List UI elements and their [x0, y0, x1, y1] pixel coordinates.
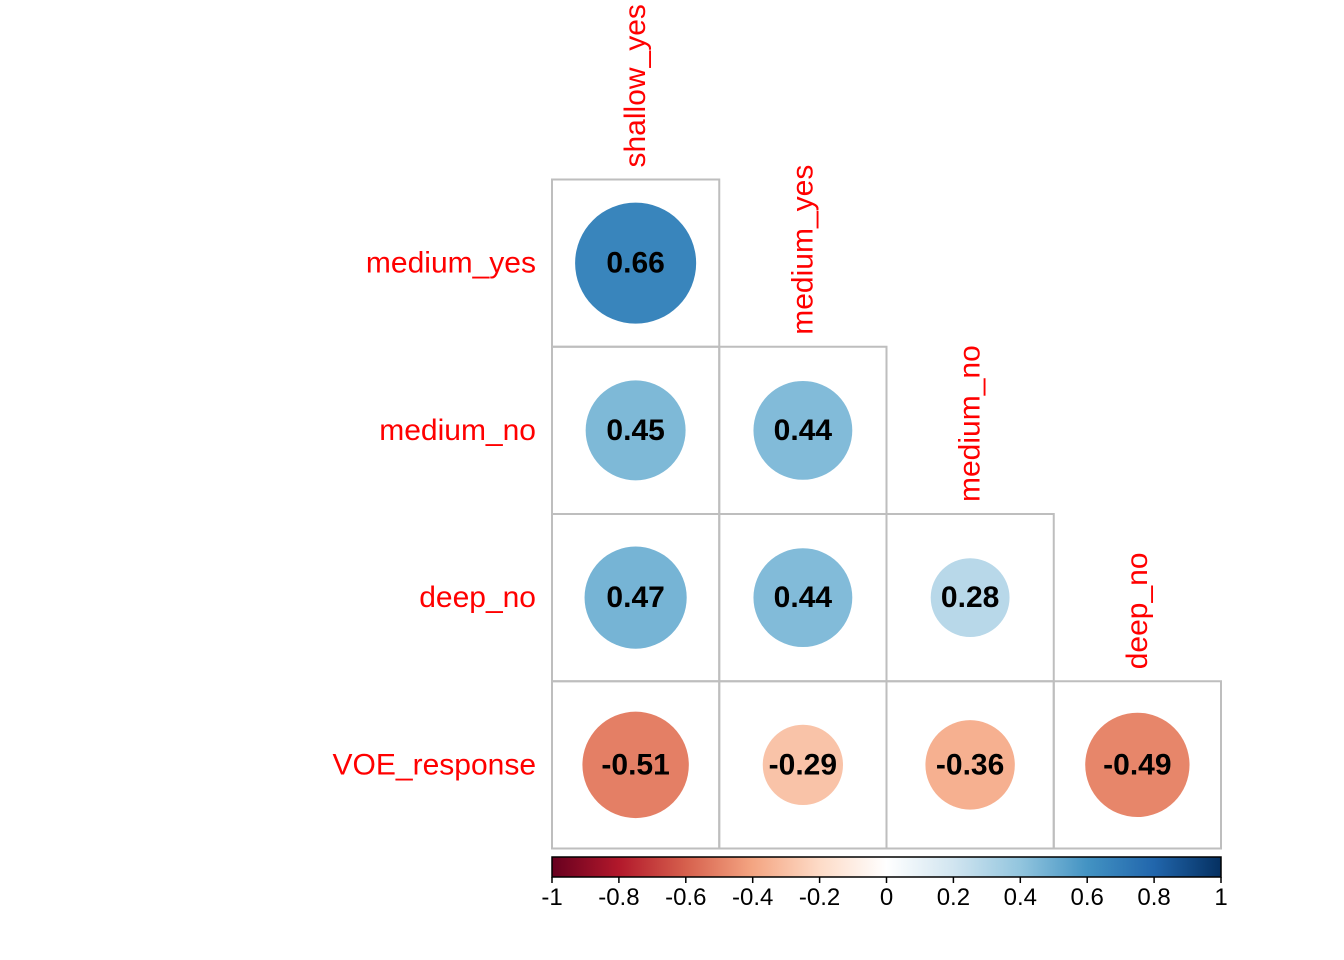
correlation-circle	[1085, 712, 1190, 818]
correlation-circle	[925, 720, 1015, 810]
correlation-circle	[582, 711, 689, 819]
correlation-value: -0.49	[1103, 748, 1171, 781]
legend-tick-label: -0.6	[665, 884, 706, 911]
correlation-circle	[753, 380, 853, 480]
correlation-circle	[762, 724, 843, 805]
legend-tick-label: -0.8	[598, 884, 639, 911]
correlation-circle	[585, 380, 686, 481]
legend-tick-label: -0.4	[732, 884, 773, 911]
correlation-circle	[930, 558, 1010, 638]
row-label: VOE_response	[333, 748, 536, 781]
row-label: medium_no	[379, 414, 536, 447]
correlation-circle	[753, 548, 853, 648]
correlation-circle	[584, 546, 687, 649]
column-label: shallow_yes	[619, 4, 652, 167]
correlation-value: 0.44	[774, 414, 833, 447]
grid-layer	[551, 178, 1222, 850]
column-label: deep_no	[1121, 552, 1154, 669]
row-label: medium_yes	[366, 247, 536, 280]
legend-tick-label: -1	[541, 884, 562, 911]
legend-tick-label: 0.2	[937, 884, 970, 911]
legend-tick-label: 1	[1214, 884, 1227, 911]
legend-tick-label: 0.4	[1004, 884, 1037, 911]
correlation-value: 0.44	[774, 581, 833, 614]
column-label: medium_yes	[786, 165, 819, 335]
correlation-value: 0.28	[941, 581, 999, 614]
correlation-value: 0.66	[606, 247, 664, 280]
column-label: medium_no	[954, 345, 987, 502]
legend-tick-label: -0.2	[799, 884, 840, 911]
legend-tick-label: 0	[880, 884, 893, 911]
legend-tick-label: 0.6	[1071, 884, 1104, 911]
row-label: deep_no	[419, 581, 536, 614]
color-legend: -1 -0.8 -0.6 -0.4 -0.2 0 0.2 0.4 0.6 0.8 1	[541, 856, 1228, 911]
circle-layer	[575, 202, 1190, 819]
grid-cell	[1052, 680, 1222, 850]
correlation-value: -0.51	[601, 748, 669, 781]
correlation-value: -0.29	[769, 748, 837, 781]
legend-tick-label: 0.8	[1137, 884, 1170, 911]
correlation-value: -0.36	[936, 748, 1004, 781]
correlation-value: 0.45	[606, 414, 664, 447]
label-layer: 0.66 0.45 0.44 0.47 0.44 0.28 -0.51 -0.29 -0.36 -…	[333, 4, 1172, 781]
legend-color-bar	[551, 856, 1222, 878]
correlation-circle	[575, 202, 697, 324]
correlation-value: 0.47	[606, 581, 664, 614]
